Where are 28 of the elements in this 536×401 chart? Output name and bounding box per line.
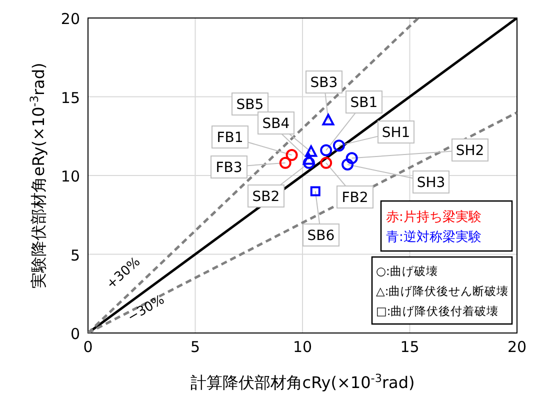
- annotation: SB4: [262, 116, 290, 132]
- annotation: 赤:片持ち梁実験: [386, 209, 482, 225]
- annotation: ○:曲げ破壊: [376, 264, 438, 278]
- annotation: SB1: [350, 95, 378, 111]
- annotation: FB3: [216, 160, 242, 176]
- annotation: SB3: [310, 75, 338, 91]
- y-tick-label: 20: [60, 10, 80, 28]
- annotation: FB2: [342, 190, 368, 206]
- annotation: SB2: [252, 189, 280, 205]
- annotation: SB5: [236, 97, 264, 113]
- x-tick-label: 0: [83, 338, 93, 356]
- annotation: FB1: [216, 130, 244, 146]
- y-tick-label: 10: [60, 168, 80, 186]
- y-tick-label: 0: [70, 325, 80, 343]
- annotation: △:曲げ降伏後せん断破壊: [376, 284, 509, 298]
- x-tick-label: 15: [400, 338, 420, 356]
- y-tick-label: 5: [70, 246, 80, 264]
- annotation: □:曲げ降伏後付着破壊: [376, 304, 499, 318]
- annotation: 青:逆対称梁実験: [386, 229, 482, 245]
- x-axis-title: 計算降伏部材角cRy(×10$^{-3}$rad): [190, 372, 415, 392]
- annotation: SH2: [456, 143, 484, 159]
- x-tick-label: 5: [190, 338, 200, 356]
- annotation: SH3: [416, 175, 446, 191]
- x-tick-label: 10: [292, 338, 312, 356]
- x-tick-label: 20: [507, 338, 527, 356]
- annotation: SH1: [382, 125, 410, 141]
- y-tick-label: 15: [60, 88, 80, 107]
- annotation: SB6: [307, 228, 335, 244]
